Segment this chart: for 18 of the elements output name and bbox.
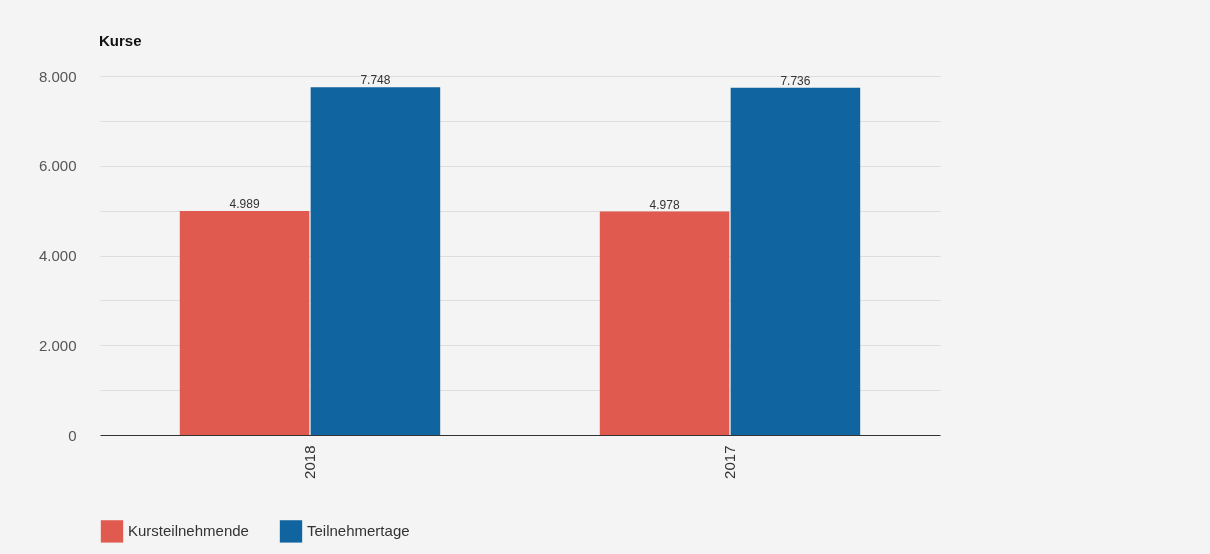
bar	[179, 211, 310, 435]
bar	[730, 87, 861, 435]
data-label: 7.748	[360, 73, 391, 88]
y-tick-label: 0	[68, 426, 77, 444]
data-label: 4.978	[649, 197, 680, 212]
legend-label: Kursteilnehmende	[128, 522, 249, 540]
x-tick-label: 2018	[301, 445, 318, 479]
data-label: 4.989	[229, 197, 260, 212]
x-tick-label: 2017	[721, 445, 738, 479]
bar	[599, 211, 730, 435]
y-tick-label: 4.000	[38, 247, 77, 264]
bar	[310, 87, 441, 435]
y-tick-label: 2.000	[38, 336, 77, 354]
data-label: 7.736	[780, 73, 811, 88]
y-tick-label: 8.000	[38, 67, 77, 85]
y-tick-label: 6.000	[38, 157, 77, 175]
legend-label: Teilnehmertage	[307, 522, 410, 540]
chart-title: Kurse	[99, 32, 142, 49]
